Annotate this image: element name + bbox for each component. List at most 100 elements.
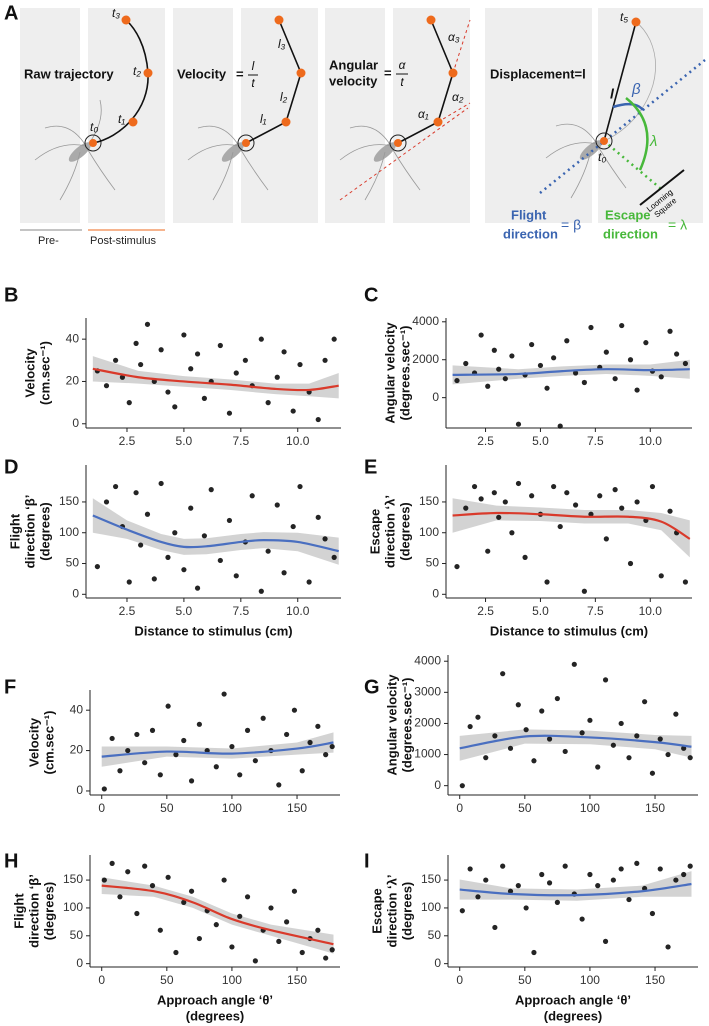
arena: [325, 8, 385, 223]
data-point: [276, 782, 282, 788]
data-point: [673, 711, 679, 717]
data-point: [572, 370, 579, 376]
x-axis-label: Approach angle ‘θ’: [515, 992, 631, 1007]
panel-letter: E: [364, 456, 377, 478]
x-tick-label: 5.0: [532, 434, 549, 448]
confidence-band: [101, 732, 334, 767]
data-point: [562, 863, 568, 869]
t-label: t₅: [620, 10, 628, 24]
sub-title: velocity: [329, 73, 378, 88]
data-point: [551, 483, 557, 490]
data-point: [626, 755, 632, 761]
data-point: [564, 490, 570, 496]
x-tick-label: 0: [456, 801, 463, 815]
data-point: [331, 336, 337, 342]
data-point: [117, 894, 123, 900]
x-tick-label: 7.5: [587, 434, 604, 448]
sub-title: Velocity: [177, 66, 227, 81]
data-point: [151, 576, 157, 582]
y-tick-label: 100: [419, 525, 439, 539]
data-point: [201, 533, 207, 539]
panel-letter: B: [4, 284, 18, 306]
y-tick-label: 0: [76, 783, 83, 797]
x-tick-label: 150: [287, 973, 307, 987]
y-tick-label: 50: [428, 928, 442, 942]
y-axis-label: Escape: [369, 888, 384, 934]
y-tick-label: 0: [72, 586, 79, 600]
data-point: [126, 579, 132, 585]
points: [242, 15, 306, 147]
data-point: [181, 737, 187, 744]
data-point: [687, 755, 693, 761]
data-point: [323, 955, 329, 961]
panel-letter: C: [364, 284, 378, 306]
data-point: [208, 487, 214, 493]
data-point: [188, 888, 195, 894]
fit-line: [101, 741, 334, 758]
points: [89, 15, 153, 147]
data-point: [133, 490, 139, 496]
x-tick-label: 50: [160, 973, 174, 987]
data-point: [242, 357, 248, 363]
y-tick-label: 0: [72, 416, 79, 430]
data-point: [587, 871, 593, 878]
data-point: [544, 385, 550, 391]
panel: E 0 50 100 150 2.5 5.0 7.5 10.0 Escape direction ‘…: [364, 456, 692, 638]
data-point: [478, 496, 484, 502]
confidence-band: [452, 498, 690, 558]
data-point: [158, 347, 164, 353]
data-point: [509, 530, 515, 536]
y-axis-label: direction ‘β’: [22, 495, 37, 569]
data-point: [252, 758, 258, 764]
data-point: [454, 563, 460, 570]
x-axis-label: (degrees): [186, 1008, 245, 1023]
data-point: [626, 896, 632, 903]
data-point: [597, 493, 603, 499]
data-point: [125, 869, 131, 875]
confidence-band: [92, 356, 339, 399]
alpha-label: α₂: [452, 90, 464, 104]
data-point: [291, 707, 298, 713]
data-point: [125, 747, 131, 754]
data-point: [522, 554, 528, 560]
data-point: [529, 341, 535, 348]
flight-eq: = β: [561, 217, 581, 233]
data-point: [491, 347, 497, 353]
y-axis-label: (degrees): [399, 882, 414, 941]
data-point: [667, 508, 673, 514]
data-point: [290, 408, 296, 414]
panel: D 0 50 100 150 2.5 5.0 7.5 10.0 Flight direction ‘…: [4, 456, 341, 638]
data-point: [496, 366, 502, 372]
l-label: l: [610, 86, 615, 102]
data-point: [612, 376, 618, 382]
data-point: [323, 752, 329, 758]
escape-label: Escape: [605, 207, 651, 222]
data-point: [551, 355, 557, 361]
data-point: [101, 877, 107, 883]
data-point: [157, 927, 163, 933]
x-tick-label: 100: [222, 973, 242, 987]
data-point: [188, 778, 195, 784]
data-point: [537, 362, 544, 369]
data-point: [229, 743, 235, 750]
data-point: [523, 727, 529, 733]
y-tick-label: 0: [76, 956, 83, 970]
data-point: [478, 332, 484, 338]
fit-line: [452, 368, 690, 376]
data-point: [244, 894, 251, 900]
data-point: [329, 743, 335, 750]
data-point: [276, 938, 282, 944]
data-point: [562, 748, 568, 755]
data-point: [665, 944, 671, 950]
fit-line: [92, 367, 339, 392]
y-tick-label: 100: [63, 900, 83, 914]
start-ring: [84, 134, 102, 152]
data-point: [172, 530, 178, 536]
sub-title: Raw trajectory: [24, 66, 114, 81]
y-axis-label: (degrees.sec⁻¹): [399, 677, 414, 772]
y-tick-label: 0: [434, 778, 441, 792]
panel-letter: I: [364, 850, 370, 872]
data-point: [103, 499, 110, 505]
data-point: [500, 863, 506, 869]
